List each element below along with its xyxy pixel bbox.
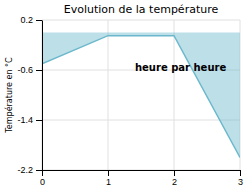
- tick-mark: [36, 20, 42, 21]
- line: [42, 36, 240, 158]
- grid-line: [42, 120, 240, 121]
- grid-line: [42, 170, 240, 171]
- tick-label: 3: [238, 177, 243, 187]
- chart: 0 1 2 3 0.2 -0.6 -1.4 -2.2 heure par heure Evolut…: [0, 0, 250, 188]
- axis-line: [43, 170, 241, 171]
- area: [42, 33, 240, 158]
- tick-label: 0.2: [20, 15, 33, 25]
- tick-label: 1: [106, 177, 111, 187]
- grid-line: [108, 20, 109, 170]
- tick-mark: [36, 170, 42, 171]
- grid-line: [174, 20, 175, 170]
- y-axis: 0.2 -0.6 -1.4 -2.2: [17, 15, 42, 175]
- title: Evolution de la température: [64, 3, 219, 16]
- tick-label: -1.4: [17, 115, 33, 125]
- tick: 3: [238, 170, 243, 187]
- grid-line: [42, 20, 240, 21]
- tick: 0: [40, 170, 45, 187]
- tick: 1: [106, 170, 111, 187]
- marks: [42, 33, 240, 158]
- tick: -2.2: [17, 165, 42, 175]
- tick-mark: [108, 170, 109, 176]
- y-axis-title: Température en °C: [4, 57, 14, 134]
- tick-mark: [36, 70, 42, 71]
- tick-label: -2.2: [17, 165, 33, 175]
- tick-mark: [240, 170, 241, 176]
- tick-mark: [174, 170, 175, 176]
- tick-label: 0: [40, 177, 45, 187]
- tick: 0.2: [20, 15, 42, 25]
- plot: 0 1 2 3 0.2 -0.6 -1.4 -2.2 heure par heure: [17, 15, 243, 187]
- tick-mark: [36, 120, 42, 121]
- tick: -1.4: [17, 115, 42, 125]
- tick-mark: [42, 170, 43, 176]
- axis-line: [42, 21, 43, 171]
- tick: 2: [172, 170, 177, 187]
- grid-line: [42, 20, 43, 170]
- tick-label: 2: [172, 177, 177, 187]
- x-axis: 0 1 2 3: [40, 170, 243, 187]
- tick-label: -0.6: [17, 65, 33, 75]
- grid: [42, 20, 240, 170]
- annotation: heure par heure: [135, 62, 226, 73]
- tick: -0.6: [17, 65, 42, 75]
